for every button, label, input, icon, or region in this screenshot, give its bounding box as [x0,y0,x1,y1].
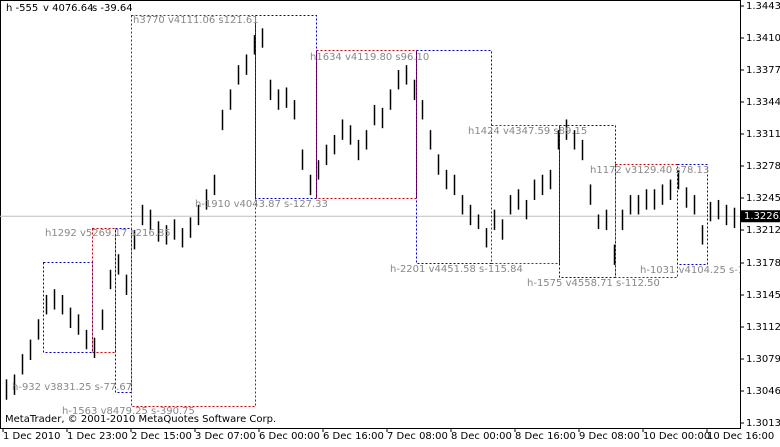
box-annotation: h-932 v3831.25 s-77.67 [12,382,132,393]
swing-box [615,164,678,278]
swing-box [255,15,317,199]
y-tick-label: 1.31450 [746,290,780,301]
y-tick-label: 1.33440 [746,97,780,108]
box-annotation: h1634 v4119.80 s96.10 [310,52,429,63]
box-annotation: h-1575 v4558.71 s-112.50 [527,278,660,289]
y-tick-label: 1.30130 [746,418,780,429]
y-tick-label: 1.34100 [746,33,780,44]
y-tick-label: 1.32780 [746,161,780,172]
y-tick-label: 1.31780 [746,258,780,269]
x-tick-label: 6 Dec 16:00 [323,431,384,442]
x-tick-label: 3 Dec 07:00 [195,431,256,442]
footer: MetaTrader, © 2001-2010 MetaQuotes Softw… [5,414,276,425]
header-v: v 4076.64 [43,3,93,14]
box-annotation: h-2201 v4451.58 s-115.84 [390,264,523,275]
box-annotation: h-1031 v4104.25 s-128.88 [640,265,773,276]
swing-box [491,125,560,264]
x-tick-label: 8 Dec 16:00 [515,431,576,442]
x-tick-label: 7 Dec 08:00 [387,431,448,442]
last-price-label: 1.32262 [744,211,780,222]
y-tick-label: 1.32450 [746,193,780,204]
y-tick-label: 1.34430 [746,1,780,12]
plot-frame [0,0,741,429]
last-price-box [741,210,780,223]
box-annotation: h-1910 v4043.87 s-127.33 [195,199,328,210]
x-tick-label: 6 Dec 00:00 [259,431,320,442]
y-tick-label: 1.32120 [746,225,780,236]
swing-box [131,15,256,407]
box-annotation: h1292 v5269.17 s216.85 [45,228,171,239]
header-s: s -39.64 [92,3,133,14]
x-tick-label: 8 Dec 00:00 [451,431,512,442]
plot-area: h-932 v3831.25 s-77.67 h1292 v5269.17 s21… [0,15,773,417]
x-tick-label: 1 Dec 23:00 [67,431,128,442]
x-tick-label: 9 Dec 08:00 [579,431,640,442]
swing-box [677,164,708,265]
x-tick-label: 10 Dec 00:00 [643,431,710,442]
box-annotation: h1424 v4347.59 s89.15 [468,126,587,137]
x-tick-label: 1 Dec 2010 [3,431,61,442]
y-tick-label: 1.30460 [746,386,780,397]
y-tick-label: 1.30790 [746,354,780,365]
x-tick-label: 2 Dec 15:00 [131,431,192,442]
swing-box [115,228,132,393]
header-h: h -555 [6,3,38,14]
box-annotation: h3770 v4111.06 s121.61 [133,15,259,26]
swing-box [43,262,93,353]
y-tick-label: 1.33110 [746,129,780,140]
x-tick-label: 10 Dec 16:00 [707,431,774,442]
y-tick-label: 1.31120 [746,322,780,333]
y-tick-label: 1.33770 [746,65,780,76]
box-annotation: h-1563 v8479.25 s-390.75 [62,406,195,417]
box-annotation: h1172 v3129.40 s78.13 [590,165,709,176]
